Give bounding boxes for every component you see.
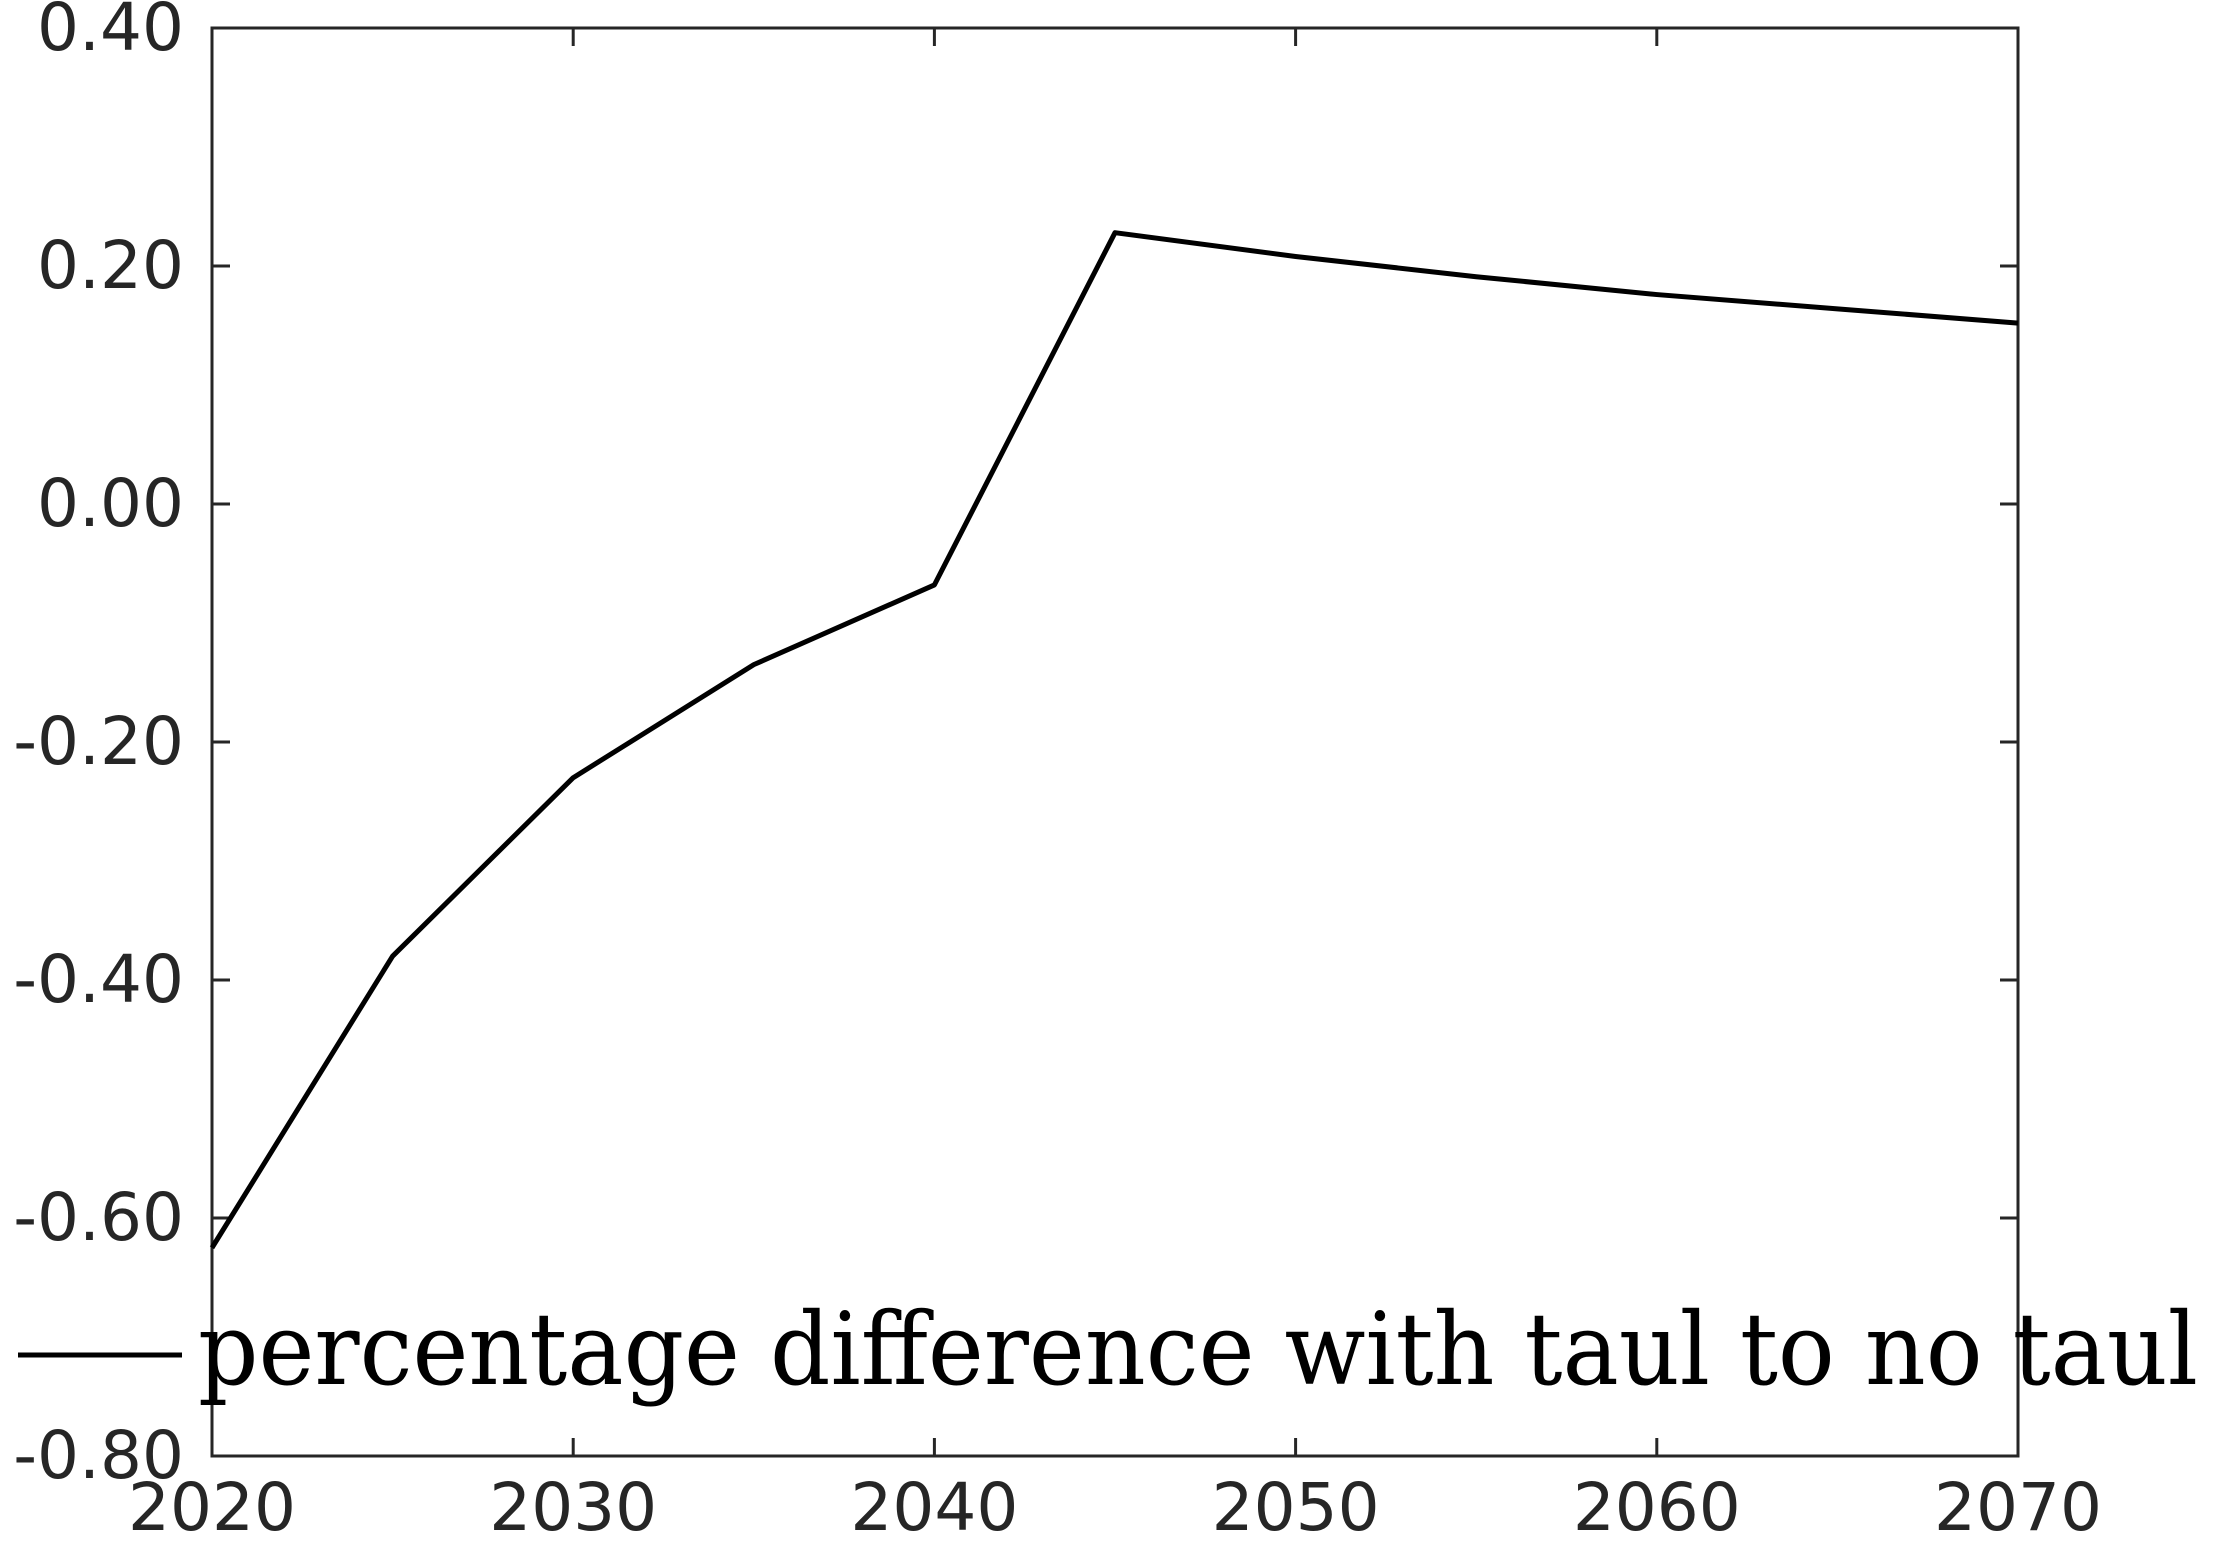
y-axis-tick-labels: -0.80 -0.60 -0.40 -0.20 0.00 0.20 0.40: [13, 0, 184, 1494]
x-tick-label: 2060: [1573, 1469, 1741, 1546]
x-axis-tick-labels: 2020 2030 2040 2050 2060 2070: [128, 1469, 2102, 1546]
x-tick-label: 2050: [1212, 1469, 1380, 1546]
legend-label: percentage difference with taul to no ta…: [198, 1291, 2198, 1408]
series-line: [209, 230, 2019, 1250]
y-tick-label: 0.40: [37, 0, 184, 66]
x-tick-label: 2020: [128, 1469, 296, 1546]
legend: percentage difference with taul to no ta…: [18, 1291, 2198, 1408]
x-tick-label: 2040: [850, 1469, 1018, 1546]
y-tick-label: -0.20: [13, 703, 184, 780]
y-tick-label: -0.80: [13, 1417, 184, 1494]
y-tick-label: -0.60: [13, 1179, 184, 1256]
x-tick-label: 2030: [489, 1469, 657, 1546]
x-tick-label: 2070: [1934, 1469, 2102, 1546]
y-tick-label: 0.20: [37, 227, 184, 304]
y-tick-label: -0.40: [13, 941, 184, 1018]
y-tick-label: 0.00: [37, 465, 184, 542]
axis-ticks: [210, 26, 2020, 1458]
